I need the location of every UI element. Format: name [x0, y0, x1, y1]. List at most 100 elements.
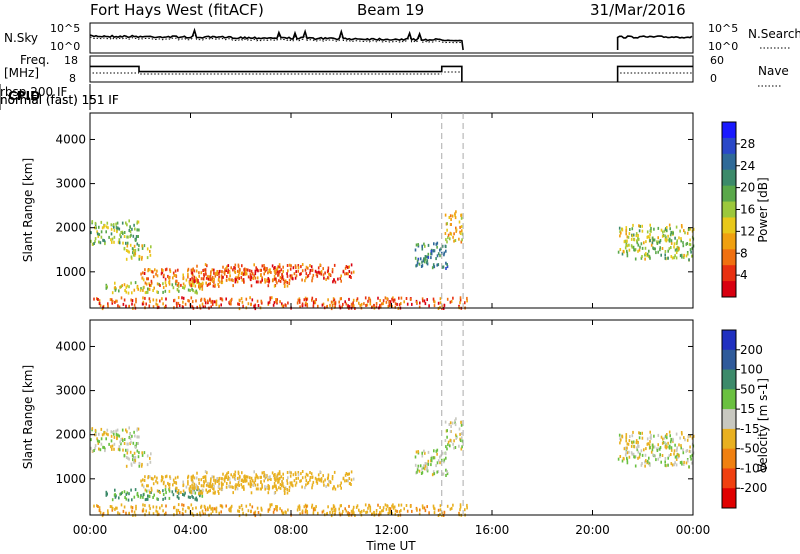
scatter-point — [453, 239, 455, 243]
scatter-point — [637, 233, 639, 237]
scatter-point — [201, 281, 204, 285]
scatter-point — [461, 445, 463, 449]
scatter-point — [203, 480, 205, 483]
scatter-point — [416, 263, 418, 267]
scatter-point — [110, 445, 112, 449]
scatter-point — [133, 244, 136, 248]
scatter-point — [125, 221, 127, 225]
scatter-point — [177, 475, 179, 479]
scatter-point — [631, 227, 634, 231]
scatter-point — [288, 485, 291, 489]
scatter-point — [632, 223, 634, 227]
scatter-point — [197, 486, 199, 489]
scatter-point — [177, 503, 180, 507]
scatter-point — [142, 278, 145, 282]
scatter-point — [339, 277, 342, 280]
scatter-point — [311, 475, 314, 479]
scatter-point — [107, 304, 109, 308]
scatter-point — [263, 479, 265, 483]
scatter-point — [169, 477, 172, 480]
scatter-point — [96, 504, 98, 508]
scatter-point — [633, 248, 635, 252]
scatter-point — [227, 471, 230, 475]
scatter-point — [210, 270, 212, 274]
scatter-point — [657, 236, 659, 240]
scatter-point — [345, 479, 348, 483]
scatter-point — [275, 486, 277, 490]
scatter-point — [238, 307, 241, 311]
scatter-point — [664, 250, 667, 253]
scatter-point — [115, 429, 117, 433]
scatter-point — [176, 304, 178, 308]
scatter-point — [125, 448, 127, 452]
scatter-point — [320, 477, 323, 481]
scatter-point — [162, 489, 164, 493]
scatter-point — [142, 493, 145, 497]
scatter-point — [278, 263, 281, 267]
scatter-point — [298, 297, 301, 301]
scatter-point — [290, 275, 292, 279]
scatter-point — [646, 230, 649, 234]
scatter-point — [152, 496, 154, 499]
scatter-point — [312, 301, 315, 305]
scatter-point — [140, 287, 142, 291]
scatter-point — [249, 269, 251, 273]
scatter-point — [102, 305, 104, 309]
scatter-point — [321, 510, 324, 514]
scatter-point — [459, 298, 462, 302]
scatter-point — [200, 491, 203, 495]
scatter-point — [250, 284, 253, 288]
scatter-point — [167, 274, 169, 278]
scatter-point — [326, 304, 328, 308]
scatter-point — [182, 512, 184, 516]
scatter-point — [461, 439, 464, 443]
scatter-point — [165, 267, 168, 271]
scatter-point — [275, 475, 277, 479]
scatter-point — [641, 436, 644, 440]
scatter-point — [207, 301, 209, 305]
scatter-point — [439, 455, 441, 459]
scatter-point — [650, 433, 652, 437]
scatter-point — [666, 229, 668, 233]
scatter-point — [260, 274, 262, 277]
scatter-point — [348, 297, 350, 301]
scatter-point — [282, 511, 285, 515]
scatter-point — [422, 299, 424, 303]
scatter-point — [350, 271, 353, 275]
scatter-point — [273, 269, 276, 273]
scatter-point — [625, 439, 627, 443]
scatter-point — [631, 234, 634, 238]
scatter-point — [220, 274, 223, 278]
scatter-point — [400, 302, 402, 306]
scatter-point — [306, 297, 309, 301]
scatter-point — [353, 511, 355, 515]
scatter-point — [403, 507, 405, 511]
scatter-point — [209, 282, 211, 286]
scatter-point — [353, 304, 355, 308]
scatter-point — [307, 274, 310, 277]
scatter-point — [645, 252, 647, 256]
scatter-point — [674, 236, 676, 240]
colorbar-swatch — [722, 169, 736, 187]
scatter-point — [427, 243, 430, 247]
scatter-point — [145, 489, 148, 493]
scatter-point — [428, 304, 430, 308]
scatter-point — [305, 265, 308, 269]
scatter-point — [142, 495, 144, 499]
scatter-point — [309, 471, 311, 474]
scatter-point — [345, 509, 348, 513]
scatter-point — [182, 507, 184, 511]
scatter-point — [312, 304, 315, 308]
scatter-point — [180, 490, 182, 494]
scatter-point — [342, 509, 344, 513]
scatter-point — [421, 471, 424, 475]
scatter-point — [213, 484, 215, 488]
scatter-point — [195, 276, 197, 280]
scatter-point — [169, 270, 172, 273]
scatter-point — [668, 223, 671, 227]
scatter-point — [100, 442, 103, 446]
scatter-point — [297, 476, 299, 480]
scatter-point — [424, 464, 427, 468]
scatter-point — [115, 432, 118, 436]
scatter-point — [626, 442, 629, 446]
